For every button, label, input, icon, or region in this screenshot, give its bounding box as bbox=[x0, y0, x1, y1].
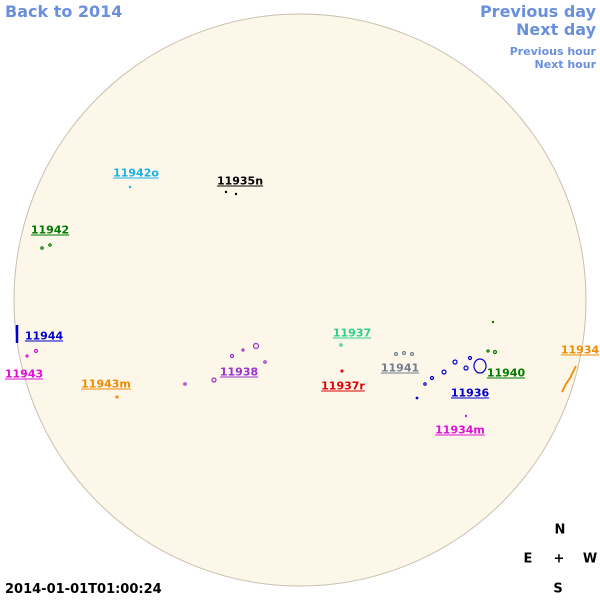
region-label[interactable]: 11942 bbox=[30, 223, 70, 237]
region-label[interactable]: 11937 bbox=[332, 326, 372, 340]
region-label[interactable]: 11943 bbox=[4, 367, 44, 381]
region-label[interactable]: 11936 bbox=[450, 386, 490, 400]
compass-south: S bbox=[553, 581, 563, 597]
sunspots bbox=[15, 185, 577, 418]
next-day-link[interactable]: Next day bbox=[516, 20, 596, 39]
timestamp: 2014-01-01T01:00:24 bbox=[5, 582, 162, 597]
back-link[interactable]: Back to 2014 bbox=[5, 2, 123, 21]
region-label[interactable]: 11938 bbox=[219, 365, 259, 379]
previous-hour-link[interactable]: Previous hour bbox=[509, 45, 596, 58]
compass-north: N bbox=[554, 522, 566, 538]
region-label[interactable]: 11942o bbox=[113, 166, 159, 180]
compass-west: W bbox=[582, 551, 598, 567]
next-hour-link[interactable]: Next hour bbox=[534, 58, 597, 71]
compass-center: + bbox=[553, 551, 565, 567]
region-label[interactable]: 11937r bbox=[321, 379, 365, 393]
region-label[interactable]: 11943m bbox=[81, 377, 131, 391]
solar-disk bbox=[13, 13, 587, 587]
region-label[interactable]: 11941 bbox=[380, 361, 420, 375]
region-label[interactable]: 11940 bbox=[486, 366, 526, 380]
region-label[interactable]: 11935n bbox=[216, 174, 264, 188]
region-label[interactable]: 11934 bbox=[560, 343, 600, 357]
region-label[interactable]: 11944 bbox=[24, 329, 64, 343]
compass-east: E bbox=[523, 551, 533, 567]
region-label[interactable]: 11934m bbox=[435, 423, 485, 437]
previous-day-link[interactable]: Previous day bbox=[479, 2, 596, 21]
